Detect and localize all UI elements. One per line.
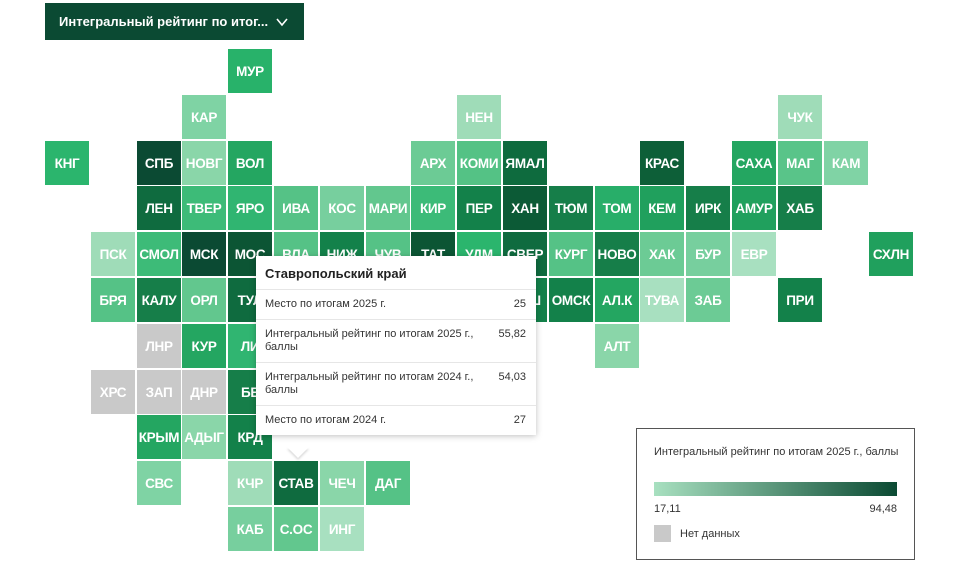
indicator-dropdown[interactable]: Интегральный рейтинг по итог... (45, 3, 304, 40)
region-tile[interactable]: ПСК (91, 232, 135, 276)
region-tile[interactable]: ЧУК (778, 95, 822, 139)
region-tile[interactable]: ЗАБ (686, 278, 730, 322)
region-tile[interactable]: СТАВ (274, 461, 318, 505)
region-tile[interactable]: ТУВА (640, 278, 684, 322)
region-tile[interactable]: КАР (182, 95, 226, 139)
region-tile[interactable]: АМУР (732, 186, 776, 230)
region-tile[interactable]: КУРГ (549, 232, 593, 276)
region-tile[interactable]: НЕН (457, 95, 501, 139)
tooltip-row-label: Интегральный рейтинг по итогам 2024 г., … (265, 371, 474, 396)
tooltip-row: Интегральный рейтинг по итогам 2024 г., … (256, 362, 536, 405)
region-tile[interactable]: БУР (686, 232, 730, 276)
tooltip-row: Интегральный рейтинг по итогам 2025 г., … (256, 319, 536, 362)
tooltip-row-value: 27 (513, 414, 526, 426)
region-tile[interactable]: КНГ (45, 141, 89, 185)
region-tile[interactable]: ЛЕН (137, 186, 181, 230)
legend-gradient-bar (654, 482, 897, 496)
region-tile[interactable]: ЯМАЛ (503, 141, 547, 185)
region-tile[interactable]: ХАК (640, 232, 684, 276)
region-tile[interactable]: С.ОС (274, 507, 318, 551)
region-tile[interactable]: КАМ (824, 141, 868, 185)
region-tile[interactable]: ЛНР (137, 324, 181, 368)
tooltip-row-value: 25 (513, 298, 526, 310)
region-tile[interactable]: ТВЕР (182, 186, 226, 230)
region-tile[interactable]: ЕВР (732, 232, 776, 276)
region-tile[interactable]: АЛТ (595, 324, 639, 368)
region-tile[interactable]: ХРС (91, 370, 135, 414)
region-tile[interactable]: ДАГ (366, 461, 410, 505)
tooltip-row-value: 54,03 (498, 371, 526, 383)
region-tile[interactable]: КЕМ (640, 186, 684, 230)
region-tile[interactable]: ЧЕЧ (320, 461, 364, 505)
region-tile[interactable]: МАГ (778, 141, 822, 185)
legend-max-value: 94,48 (869, 503, 897, 515)
region-tile[interactable]: АЛ.К (595, 278, 639, 322)
region-tile[interactable]: ПЕР (457, 186, 501, 230)
region-tooltip: Ставропольский край Место по итогам 2025… (256, 256, 536, 435)
region-tile[interactable]: НОВО (595, 232, 639, 276)
region-tile[interactable]: МСК (182, 232, 226, 276)
legend-nodata-swatch (654, 525, 671, 542)
region-tile[interactable]: КОС (320, 186, 364, 230)
legend-min-value: 17,11 (654, 503, 681, 515)
region-tile[interactable]: МУР (228, 49, 272, 93)
region-tile[interactable]: ЯРО (228, 186, 272, 230)
tooltip-row: Место по итогам 2025 г. 25 (256, 289, 536, 319)
region-tile[interactable]: КОМИ (457, 141, 501, 185)
chevron-down-icon (276, 17, 288, 26)
dropdown-label: Интегральный рейтинг по итог... (59, 14, 269, 29)
region-tile[interactable]: ТЮМ (549, 186, 593, 230)
region-tile[interactable]: СХЛН (869, 232, 913, 276)
legend-title: Интегральный рейтинг по итогам 2025 г., … (654, 446, 899, 458)
region-tile[interactable]: ИВА (274, 186, 318, 230)
tooltip-row-label: Место по итогам 2025 г. (265, 298, 387, 310)
region-tile[interactable]: КИР (411, 186, 455, 230)
region-tile[interactable]: ДНР (182, 370, 226, 414)
tooltip-row-value: 55,82 (498, 328, 526, 340)
region-tile[interactable]: КУР (182, 324, 226, 368)
tooltip-row-label: Место по итогам 2024 г. (265, 414, 387, 426)
region-tile[interactable]: ТОМ (595, 186, 639, 230)
region-tile[interactable]: ПРИ (778, 278, 822, 322)
region-tile[interactable]: БРЯ (91, 278, 135, 322)
region-tile[interactable]: ИРК (686, 186, 730, 230)
region-tile[interactable]: ВОЛ (228, 141, 272, 185)
legend-nodata-label: Нет данных (680, 528, 740, 540)
region-tile[interactable]: ЗАП (137, 370, 181, 414)
tooltip-row: Место по итогам 2024 г. 27 (256, 405, 536, 435)
region-tile[interactable]: ОМСК (549, 278, 593, 322)
region-tile[interactable]: КАБ (228, 507, 272, 551)
tooltip-pointer (287, 447, 309, 458)
region-tile[interactable]: ХАБ (778, 186, 822, 230)
region-tile[interactable]: НОВГ (182, 141, 226, 185)
region-tile[interactable]: КАЛУ (137, 278, 181, 322)
tooltip-title: Ставропольский край (265, 266, 407, 281)
region-tile[interactable]: МАРИ (366, 186, 410, 230)
region-tile[interactable]: СПБ (137, 141, 181, 185)
region-tile[interactable]: СМОЛ (137, 232, 181, 276)
region-tile[interactable]: САХА (732, 141, 776, 185)
region-tile[interactable]: ХАН (503, 186, 547, 230)
region-tile[interactable]: КРАС (640, 141, 684, 185)
region-tile[interactable]: КРЫМ (137, 415, 181, 459)
region-tile[interactable]: СВС (137, 461, 181, 505)
region-tile[interactable]: ИНГ (320, 507, 364, 551)
region-tile[interactable]: КЧР (228, 461, 272, 505)
tooltip-row-label: Интегральный рейтинг по итогам 2025 г., … (265, 328, 474, 353)
region-tile[interactable]: ОРЛ (182, 278, 226, 322)
region-tile[interactable]: АРХ (411, 141, 455, 185)
region-tile[interactable]: АДЫГ (182, 415, 226, 459)
map-legend: Интегральный рейтинг по итогам 2025 г., … (636, 428, 915, 560)
